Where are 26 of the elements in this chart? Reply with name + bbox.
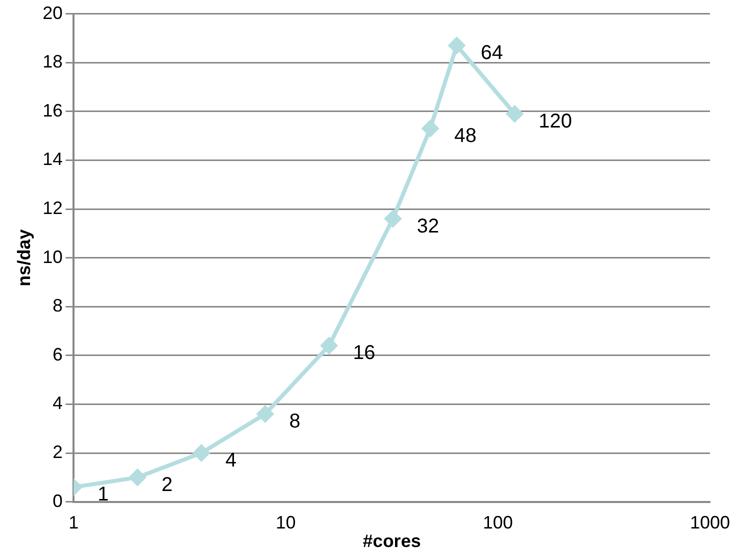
y-tick-label: 4 <box>52 393 63 414</box>
y-tick-label: 2 <box>52 442 63 462</box>
annotation: 48 <box>454 124 477 147</box>
y-tick-label: 12 <box>42 198 63 218</box>
annotation: 16 <box>353 342 376 364</box>
y-tick-label: 8 <box>52 296 63 316</box>
annotation: 64 <box>480 42 504 64</box>
annotation: 2 <box>161 474 173 496</box>
annotation: 8 <box>289 410 300 432</box>
y-tick-label: 10 <box>42 246 63 267</box>
x-tick-label: 1 <box>68 512 79 533</box>
y-axis-title: ns/day <box>14 229 34 286</box>
y-tick-label: 6 <box>52 344 63 364</box>
x-tick-label: 1000 <box>690 512 730 533</box>
x-tick-label: 10 <box>276 512 296 533</box>
y-tick-label: 0 <box>52 490 63 511</box>
x-tick-label: 100 <box>482 512 513 533</box>
annotation: 1 <box>98 484 109 506</box>
x-axis-title: #cores <box>362 531 421 552</box>
annotation: 32 <box>416 215 440 238</box>
annotation: 4 <box>225 450 236 472</box>
y-tick-label: 20 <box>42 2 63 23</box>
y-tick-label: 14 <box>42 149 63 170</box>
annotation: 120 <box>538 110 572 132</box>
y-tick-label: 18 <box>42 52 63 72</box>
y-tick-label: 16 <box>42 100 63 120</box>
